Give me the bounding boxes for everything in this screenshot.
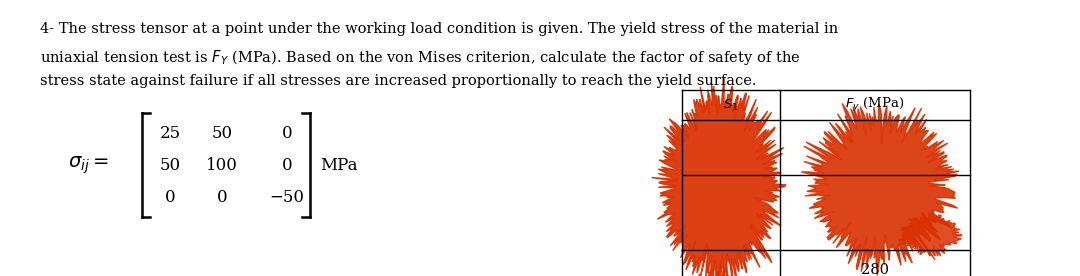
Text: $\sigma_{ij}=$: $\sigma_{ij}=$: [68, 154, 109, 176]
Text: stress state against failure if all stresses are increased proportionally to rea: stress state against failure if all stre…: [40, 74, 756, 88]
Text: 50: 50: [212, 124, 232, 142]
Text: 0: 0: [164, 189, 175, 206]
Text: 0: 0: [282, 124, 293, 142]
Text: −50: −50: [270, 189, 305, 206]
Text: 0: 0: [282, 156, 293, 174]
Text: 25: 25: [160, 124, 180, 142]
Text: $F_y$ (MPa): $F_y$ (MPa): [846, 96, 905, 114]
Text: 50: 50: [160, 156, 180, 174]
Text: 280: 280: [861, 263, 889, 276]
Polygon shape: [801, 104, 959, 275]
Text: $S_1$: $S_1$: [724, 97, 739, 113]
Text: 4- The stress tensor at a point under the working load condition is given. The y: 4- The stress tensor at a point under th…: [40, 22, 838, 36]
Text: MPa: MPa: [320, 156, 357, 174]
Text: 0: 0: [217, 189, 227, 206]
Polygon shape: [899, 210, 962, 256]
Polygon shape: [651, 77, 786, 276]
Text: 100: 100: [206, 156, 238, 174]
Polygon shape: [678, 268, 754, 276]
Text: uniaxial tension test is $F_Y$ (MPa). Based on the von Mises criterion, calculat: uniaxial tension test is $F_Y$ (MPa). Ba…: [40, 48, 800, 67]
